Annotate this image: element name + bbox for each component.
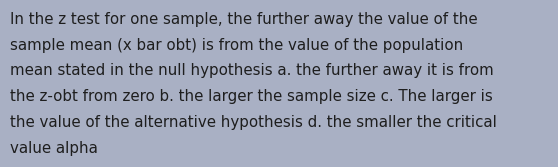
Text: the z-obt from zero b. the larger the sample size c. The larger is: the z-obt from zero b. the larger the sa…	[10, 89, 493, 104]
Text: the value of the alternative hypothesis d. the smaller the critical: the value of the alternative hypothesis …	[10, 115, 497, 130]
Text: value alpha: value alpha	[10, 141, 98, 156]
Text: sample mean (x bar obt) is from the value of the population: sample mean (x bar obt) is from the valu…	[10, 38, 463, 53]
Text: In the z test for one sample, the further away the value of the: In the z test for one sample, the furthe…	[10, 12, 478, 27]
Text: mean stated in the null hypothesis a. the further away it is from: mean stated in the null hypothesis a. th…	[10, 63, 494, 78]
